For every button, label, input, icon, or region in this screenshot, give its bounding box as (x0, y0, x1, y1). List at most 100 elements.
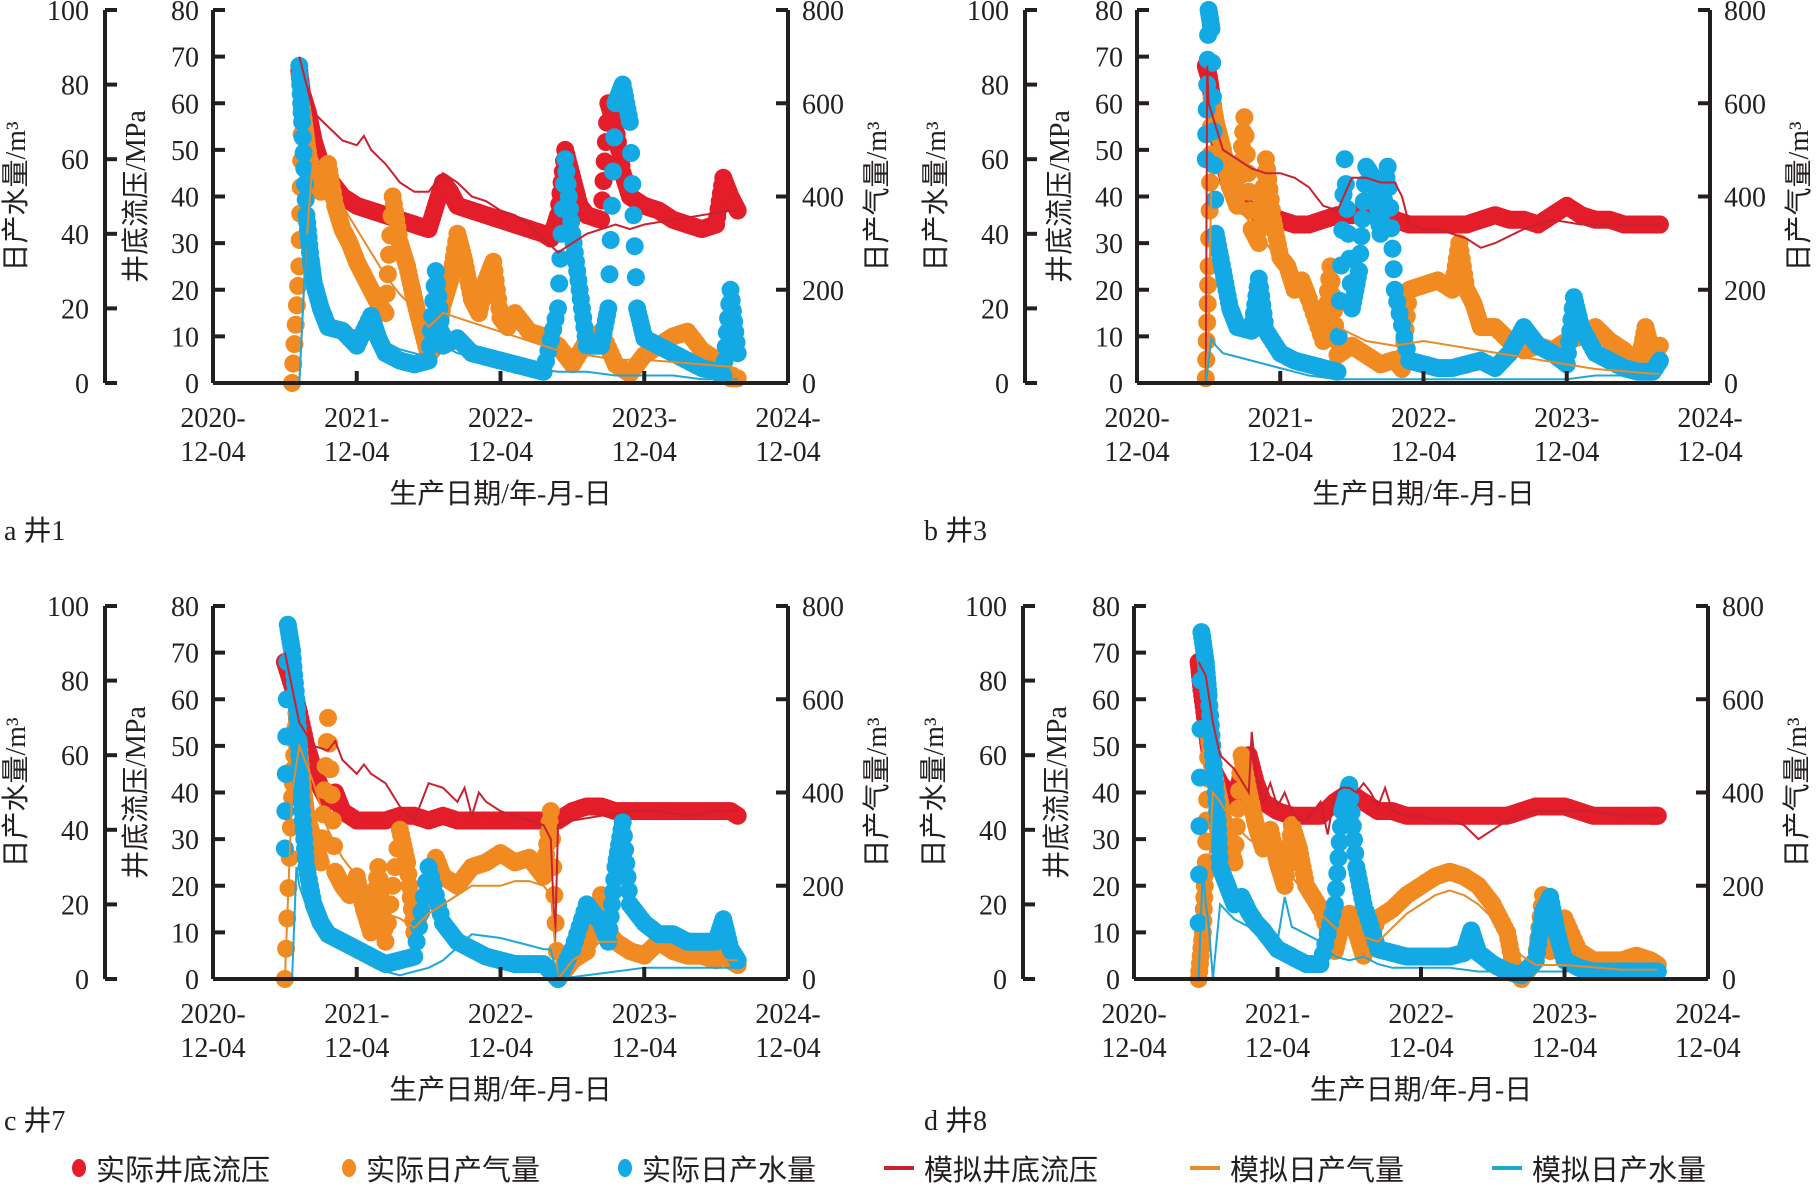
data-point (602, 196, 621, 215)
series-line-sim-water (298, 233, 738, 384)
data-point (1325, 895, 1344, 914)
water-axis-tick-label: 80 (979, 667, 1007, 698)
data-point (286, 315, 305, 334)
x-axis-tick-label: 12-04 (468, 1033, 533, 1064)
data-point (626, 268, 645, 287)
panel-label: b 井3 (924, 515, 987, 547)
data-point (295, 159, 314, 178)
x-axis-tick-label: 2020- (1101, 999, 1166, 1030)
water-axis-title: 日产水量/m³ (918, 718, 950, 868)
legend-item-actual-gas: 实际日产气量 (342, 1148, 540, 1188)
gas-axis-tick-label: 400 (802, 779, 844, 810)
water-axis-tick-label: 100 (965, 592, 1007, 623)
pressure-axis-tick-label: 20 (171, 872, 199, 903)
data-point (376, 932, 395, 951)
legend-marker-dot (618, 1159, 632, 1177)
data-point (276, 764, 295, 783)
data-point (600, 265, 619, 284)
pressure-axis-tick-label: 70 (1095, 43, 1123, 74)
pressure-axis-tick-label: 40 (171, 779, 199, 810)
data-point (405, 947, 424, 966)
data-point (545, 886, 564, 905)
data-point (605, 128, 624, 147)
data-point (412, 902, 431, 921)
data-point (1383, 239, 1402, 258)
data-point (1240, 182, 1259, 201)
gas-axis-title: 日产气量/m³ (861, 718, 893, 868)
gas-axis-tick-label: 0 (802, 369, 816, 400)
x-axis-tick-label: 2023- (612, 999, 677, 1030)
x-axis-tick-label: 2022- (468, 403, 533, 434)
water-axis-tick-label: 80 (61, 667, 89, 698)
data-point (1329, 327, 1348, 346)
legend-marker-line (884, 1166, 914, 1170)
data-point (407, 932, 426, 951)
x-axis-tick-label: 12-04 (1245, 1033, 1310, 1064)
data-point (293, 128, 312, 147)
legend-label: 模拟井底流压 (924, 1155, 1099, 1187)
data-point (1190, 865, 1209, 884)
data-point (550, 274, 569, 293)
gas-axis-tick-label: 400 (802, 183, 844, 214)
pressure-axis-tick-label: 50 (171, 732, 199, 763)
water-axis-tick-label: 40 (61, 220, 89, 251)
data-point (618, 868, 637, 886)
data-point (1342, 803, 1361, 822)
water-axis-tick-label: 60 (61, 145, 89, 176)
pressure-axis-tick-label: 10 (1095, 322, 1123, 353)
water-axis-tick-label: 0 (995, 369, 1009, 400)
series-line-sim-pressure (1204, 65, 1660, 384)
gas-axis-tick-label: 200 (802, 872, 844, 903)
series-line-sim-pressure (298, 56, 738, 254)
pressure-axis-tick-label: 70 (1092, 639, 1120, 670)
x-axis-tick-label: 12-04 (755, 437, 820, 468)
x-axis-tick-label: 2021- (1248, 403, 1313, 434)
data-point (323, 811, 342, 830)
pressure-axis-tick-label: 40 (1092, 779, 1120, 810)
data-point (614, 827, 633, 845)
water-axis-tick-label: 80 (61, 71, 89, 102)
data-point (1382, 219, 1401, 238)
pressure-axis-title: 井底流压/MPa (1044, 110, 1076, 283)
data-point (599, 299, 618, 318)
gas-axis-tick-label: 800 (802, 0, 844, 27)
data-point (320, 734, 339, 753)
data-point (625, 237, 644, 256)
legend-label: 实际井底流压 (96, 1155, 271, 1187)
chart-panel-2: 0 20 40 60 80 100 日产水量/m³ 0 10 20 30 40 50 60 70 80 井底流压… (920, 0, 1815, 547)
pressure-axis-tick-label: 50 (1095, 136, 1123, 167)
chart-panel-1: 0 20 40 60 80 100 日产水量/m³ 0 10 20 30 40 50 60 70 80 井底流压… (0, 0, 893, 547)
water-axis-tick-label: 100 (47, 592, 89, 623)
data-point (1351, 244, 1370, 263)
data-point (617, 854, 636, 873)
x-axis-tick-label: 12-04 (1532, 1033, 1597, 1064)
x-axis-tick-label: 12-04 (324, 1033, 389, 1064)
data-point (549, 299, 567, 318)
data-point (378, 914, 397, 932)
series-line-sim-gas (298, 149, 739, 384)
data-point (1235, 108, 1254, 127)
x-axis-tick-label: 2023- (1532, 999, 1597, 1030)
data-point (287, 296, 306, 315)
data-point (1338, 199, 1357, 218)
x-axis-title: 生产日期/年-月-日 (1310, 1074, 1532, 1106)
x-axis-tick-label: 12-04 (180, 1033, 245, 1064)
pressure-axis-tick-label: 0 (1106, 965, 1120, 996)
data-point (1350, 262, 1368, 281)
data-layer (275, 615, 747, 988)
gas-axis-tick-label: 800 (1724, 0, 1766, 27)
data-layer (1196, 1, 1669, 388)
pressure-axis-tick-label: 20 (171, 276, 199, 307)
pressure-axis-tick-label: 70 (171, 639, 199, 670)
x-axis-tick-label: 2024- (1675, 999, 1740, 1030)
water-axis-title: 日产水量/m³ (920, 122, 952, 272)
x-axis-tick-label: 12-04 (612, 1033, 677, 1064)
pressure-axis-tick-label: 30 (171, 229, 199, 260)
data-point (420, 336, 439, 355)
data-point (275, 839, 294, 858)
data-point (293, 112, 312, 131)
x-axis-tick-label: 12-04 (1101, 1033, 1166, 1064)
data-point (383, 876, 402, 895)
data-point (1329, 848, 1348, 867)
x-axis-tick-label: 12-04 (1534, 437, 1599, 468)
